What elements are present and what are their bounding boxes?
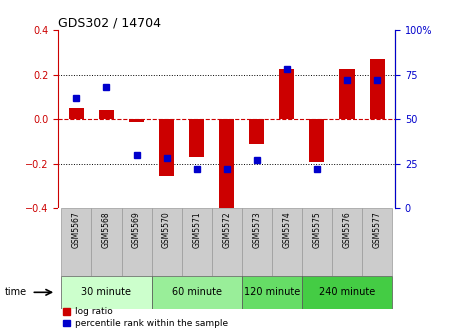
- Text: 240 minute: 240 minute: [319, 287, 375, 297]
- Text: GSM5574: GSM5574: [282, 212, 291, 248]
- Bar: [122, 208, 152, 276]
- Text: GSM5567: GSM5567: [72, 212, 81, 248]
- Bar: [219, 119, 234, 211]
- Bar: [152, 208, 182, 276]
- Bar: [272, 208, 302, 276]
- Bar: [242, 208, 272, 276]
- Legend: log ratio, percentile rank within the sample: log ratio, percentile rank within the sa…: [63, 307, 228, 328]
- Text: GSM5571: GSM5571: [192, 212, 201, 248]
- Bar: [370, 59, 385, 119]
- Text: GSM5572: GSM5572: [222, 212, 231, 248]
- Bar: [242, 276, 302, 309]
- Text: 120 minute: 120 minute: [244, 287, 300, 297]
- Text: time: time: [4, 287, 26, 297]
- Text: GSM5569: GSM5569: [132, 212, 141, 248]
- Text: 30 minute: 30 minute: [81, 287, 132, 297]
- Text: GSM5568: GSM5568: [102, 212, 111, 248]
- Bar: [189, 119, 204, 157]
- Bar: [309, 119, 325, 162]
- Text: GSM5577: GSM5577: [373, 212, 382, 248]
- Bar: [69, 108, 84, 119]
- Text: 60 minute: 60 minute: [172, 287, 222, 297]
- Bar: [249, 119, 264, 144]
- Bar: [339, 69, 355, 119]
- Bar: [362, 208, 392, 276]
- Bar: [182, 208, 212, 276]
- Bar: [62, 276, 152, 309]
- Bar: [302, 276, 392, 309]
- Text: GSM5570: GSM5570: [162, 212, 171, 248]
- Bar: [159, 119, 174, 176]
- Bar: [92, 208, 122, 276]
- Bar: [129, 119, 144, 122]
- Text: GSM5575: GSM5575: [313, 212, 321, 248]
- Bar: [302, 208, 332, 276]
- Bar: [62, 208, 92, 276]
- Text: GSM5576: GSM5576: [343, 212, 352, 248]
- Text: GDS302 / 14704: GDS302 / 14704: [58, 16, 161, 29]
- Text: GSM5573: GSM5573: [252, 212, 261, 248]
- Bar: [212, 208, 242, 276]
- Bar: [279, 69, 295, 119]
- Bar: [152, 276, 242, 309]
- Bar: [99, 110, 114, 119]
- Bar: [332, 208, 362, 276]
